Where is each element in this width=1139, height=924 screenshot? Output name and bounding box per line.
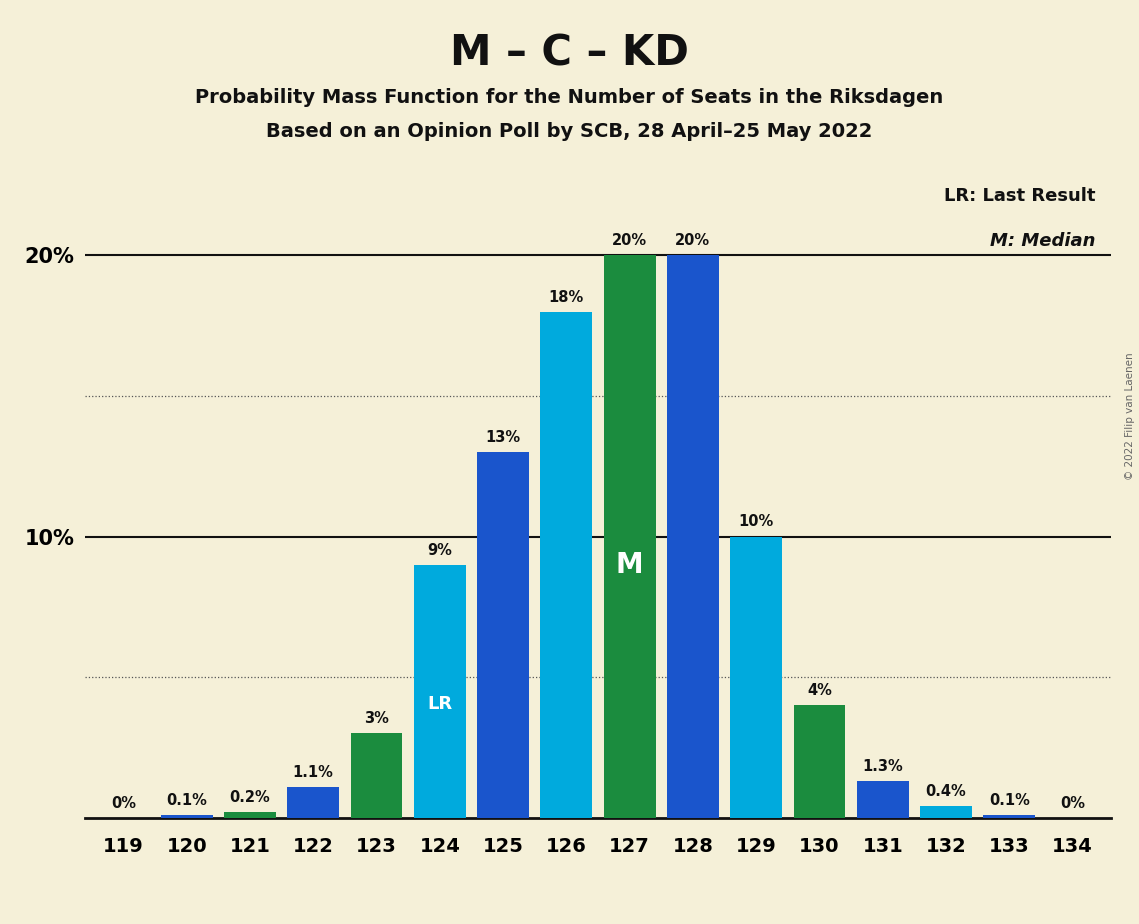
Text: 4%: 4% <box>808 683 831 699</box>
Text: 0.1%: 0.1% <box>989 793 1030 808</box>
Text: 18%: 18% <box>549 289 584 305</box>
Text: 20%: 20% <box>612 233 647 249</box>
Text: Based on an Opinion Poll by SCB, 28 April–25 May 2022: Based on an Opinion Poll by SCB, 28 Apri… <box>267 122 872 141</box>
Bar <box>667 255 719 818</box>
Text: LR: LR <box>427 695 452 712</box>
Bar <box>794 705 845 818</box>
Text: 13%: 13% <box>485 431 521 445</box>
Bar <box>413 565 466 818</box>
Bar <box>730 537 782 818</box>
Text: 0.4%: 0.4% <box>926 784 966 799</box>
Bar <box>351 734 402 818</box>
Text: 3%: 3% <box>364 711 388 726</box>
Text: LR: Last Result: LR: Last Result <box>943 187 1096 205</box>
Text: 1.3%: 1.3% <box>862 760 903 774</box>
Bar <box>604 255 656 818</box>
Text: 20%: 20% <box>675 233 711 249</box>
Bar <box>161 815 213 818</box>
Bar <box>540 311 592 818</box>
Bar <box>477 452 528 818</box>
Text: 0%: 0% <box>1060 796 1085 810</box>
Text: 0%: 0% <box>110 796 136 810</box>
Text: M: Median: M: Median <box>990 233 1096 250</box>
Text: 0.1%: 0.1% <box>166 793 207 808</box>
Bar <box>224 812 276 818</box>
Text: Probability Mass Function for the Number of Seats in the Riksdagen: Probability Mass Function for the Number… <box>196 88 943 107</box>
Text: 9%: 9% <box>427 542 452 557</box>
Bar <box>287 787 339 818</box>
Bar <box>920 807 972 818</box>
Text: 0.2%: 0.2% <box>230 790 270 805</box>
Text: 1.1%: 1.1% <box>293 765 334 780</box>
Text: 10%: 10% <box>738 515 773 529</box>
Text: M – C – KD: M – C – KD <box>450 32 689 74</box>
Bar <box>857 781 909 818</box>
Bar <box>983 815 1035 818</box>
Text: © 2022 Filip van Laenen: © 2022 Filip van Laenen <box>1125 352 1134 480</box>
Text: M: M <box>616 551 644 578</box>
